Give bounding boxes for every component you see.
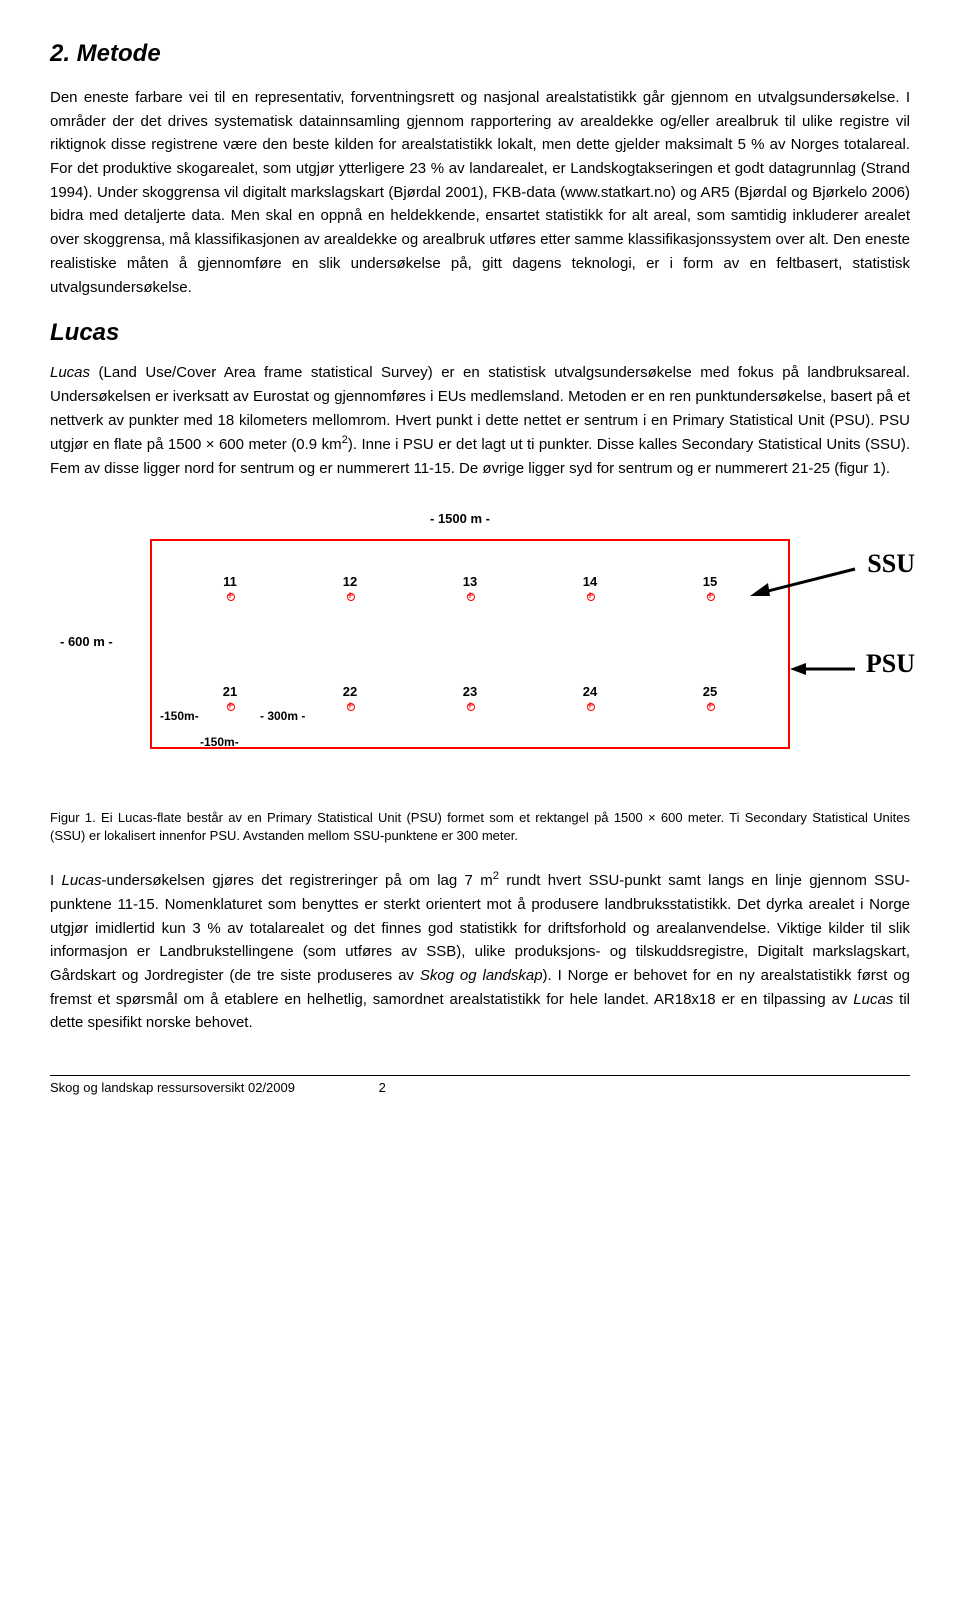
ssu-marker-icon [465,701,475,711]
ssu-marker-icon [345,591,355,601]
ssu-point-22: 22 [330,684,370,711]
section-heading: 2. Metode [50,40,910,68]
paragraph-1: Den eneste farbare vei til en representa… [50,86,910,299]
spacing-150m-v: -150m- [200,735,239,749]
ssu-marker-icon [225,701,235,711]
height-dimension-label: - 600 m - [60,634,113,649]
page-number: 2 [379,1080,386,1095]
ssu-point-23: 23 [450,684,490,711]
p3-lucas-1: Lucas [61,872,101,889]
ssu-marker-icon [585,701,595,711]
p3-a: I [50,872,61,889]
ssu-marker-icon [585,591,595,601]
paragraph-2: Lucas (Land Use/Cover Area frame statist… [50,361,910,480]
ssu-point-24: 24 [570,684,610,711]
psu-arrow-icon [790,659,860,679]
ssu-marker-icon [705,591,715,601]
ssu-marker-icon [225,591,235,601]
ssu-marker-icon [345,701,355,711]
psu-text-label: PSU [866,649,915,679]
spacing-150m-h: -150m- [160,709,199,723]
page-footer: Skog og landskap ressursoversikt 02/2009… [50,1075,910,1095]
spacing-300m: - 300m - [260,709,305,723]
paragraph-3: I Lucas-undersøkelsen gjøres det registr… [50,868,910,1035]
lucas-italic: Lucas [50,364,90,381]
footer-text: Skog og landskap ressursoversikt 02/2009 [50,1080,295,1095]
ssu-point-13: 13 [450,574,490,601]
figure-caption: Figur 1. Ei Lucas-flate består av en Pri… [50,809,910,847]
figure-1: - 1500 m - - 600 m - 11 12 13 14 15 21 2… [50,499,910,799]
ssu-point-21: 21 [210,684,250,711]
ssu-point-11: 11 [210,574,250,601]
ssu-marker-icon [465,591,475,601]
ssu-point-15: 15 [690,574,730,601]
ssu-arrow-icon [750,561,860,601]
ssu-point-25: 25 [690,684,730,711]
ssu-marker-icon [705,701,715,711]
p3-c: -undersøkelsen gjøres det registreringer… [102,872,493,889]
psu-diagram: - 1500 m - - 600 m - 11 12 13 14 15 21 2… [50,499,910,799]
ssu-point-12: 12 [330,574,370,601]
subheading-lucas: Lucas [50,319,910,347]
ssu-point-14: 14 [570,574,610,601]
p3-skog: Skog og landskap [420,967,543,984]
psu-rectangle [150,539,790,749]
ssu-text-label: SSU [867,549,915,579]
p3-lucas-2: Lucas [853,991,893,1008]
width-dimension-label: - 1500 m - [430,511,490,526]
